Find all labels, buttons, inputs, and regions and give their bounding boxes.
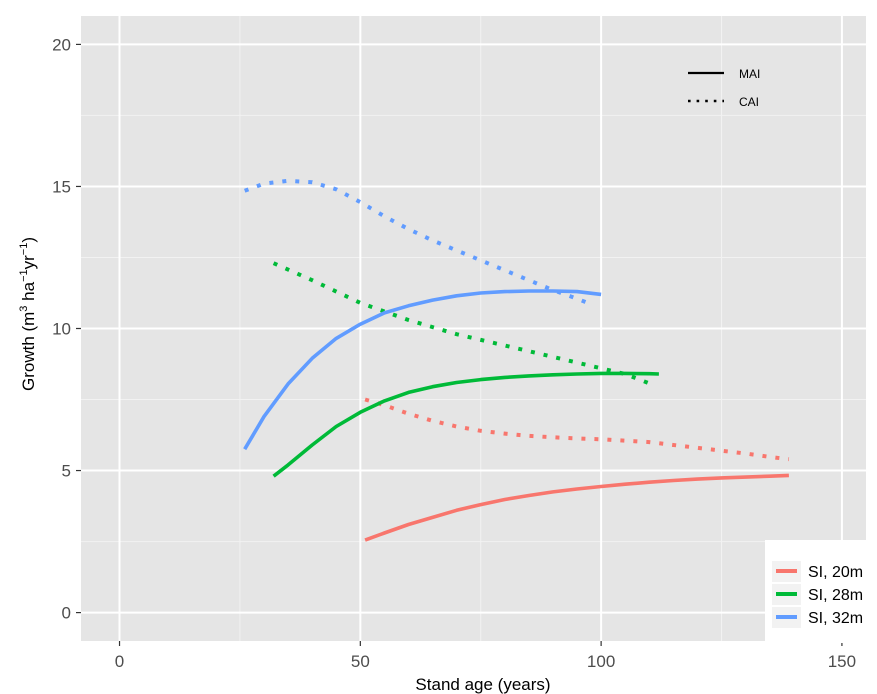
legend-label-si32: SI, 32m [808,610,863,627]
x-tick-label: 100 [587,652,615,671]
linetype-legend: MAI CAI [688,67,760,109]
x-axis-title: Stand age (years) [415,675,550,694]
y-tick-label: 0 [62,604,71,623]
x-tick-label: 0 [115,652,124,671]
legend-label-cai: CAI [739,95,759,109]
y-axis-title-part: ha [19,281,38,305]
legend-label-mai: MAI [739,67,760,81]
series-line-si-28m-dotted [272,261,655,388]
x-tick-label: 50 [351,652,370,671]
y-axis-title-sup: −1 [18,269,30,282]
y-axis-title-part: yr [19,255,38,270]
y-tick-label: 15 [52,177,71,196]
series-layer [243,178,790,542]
legend-label-si28: SI, 28m [808,587,863,604]
y-tick-label: 20 [52,35,71,54]
y-axis-title-part: Growth (m [19,312,38,391]
y-axis-title-sup: −1 [18,243,30,256]
color-legend: SI, 20m SI, 28m SI, 32m [765,540,877,643]
x-tick-label: 150 [828,652,856,671]
y-axis-title-sup: 3 [18,306,30,312]
legend-label-si20: SI, 20m [808,564,863,581]
series-line-si-32m-solid [243,289,602,451]
series-line-si-20m-solid [364,473,789,542]
y-tick-label: 10 [52,320,71,339]
series-line-si-28m-solid [272,371,659,478]
y-tick-label: 5 [62,462,71,481]
grid-lines [81,16,866,641]
y-axis-title: Growth (m3 ha−1yr−1) [18,237,38,391]
axis-ticks: 0 50 100 150 0 5 10 15 20 [52,35,856,671]
y-axis-title-part: ) [19,237,38,243]
